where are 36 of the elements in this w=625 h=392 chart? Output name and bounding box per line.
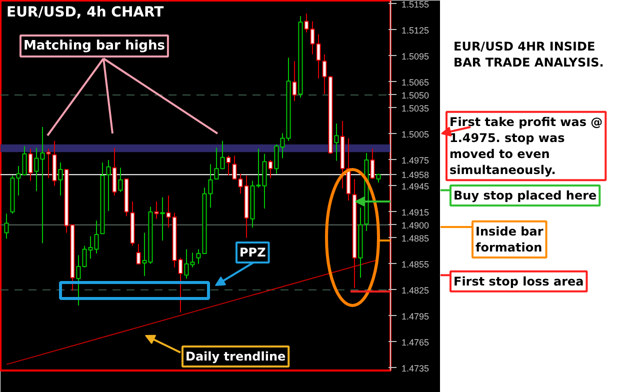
text: First take profit was @ 1.4975. stop was moved to even simultaneously. (450, 114, 603, 178)
y-tick-label: 1.5005 (402, 129, 430, 140)
candlestick (58, 162, 63, 196)
candlestick (106, 159, 111, 212)
candlestick (160, 196, 165, 242)
y-tick-label: 1.4885 (402, 233, 430, 244)
candlestick (154, 201, 159, 220)
y-tick-label: 1.5065 (402, 77, 430, 88)
candlestick (118, 167, 123, 192)
ref-line-label: 1.5050 (402, 90, 430, 100)
text: Inside bar formation (476, 224, 544, 254)
annotation: PPZ (240, 246, 266, 260)
text: Buy stop placed here (454, 188, 597, 202)
candlestick (292, 60, 297, 102)
y-tick-label: 1.5125 (402, 25, 430, 36)
annotation: Matching bar highs (24, 38, 166, 54)
y-tick-label: 1.4975 (402, 155, 430, 166)
y-tick-label: 1.5155 (402, 0, 430, 10)
annotation: Daily trendline (186, 350, 286, 364)
chart-title: EUR/USD, 4h CHART (6, 4, 164, 20)
y-tick-label: 1.4735 (402, 363, 430, 374)
y-tick-label: 1.4945 (402, 181, 430, 192)
ref-line-label: 1.4825 (402, 285, 430, 296)
candlestick (4, 213, 9, 240)
y-tick-label: 1.4855 (402, 259, 430, 270)
ref-line-label: 1.4958 (402, 170, 430, 180)
text: First stop loss area (454, 274, 584, 288)
candlestick (334, 123, 339, 162)
y-tick-label: 1.5035 (402, 103, 430, 114)
y-tick-label: 1.5095 (402, 51, 430, 62)
candlestick (136, 243, 141, 264)
text: EUR/USD 4HR INSIDE BAR TRADE ANALYSIS. (454, 39, 604, 70)
ref-line-label: 1.4900 (402, 220, 430, 230)
y-tick-label: 1.4765 (402, 337, 430, 348)
y-tick-label: 1.4915 (402, 207, 430, 218)
y-tick-label: 1.4795 (402, 311, 430, 322)
